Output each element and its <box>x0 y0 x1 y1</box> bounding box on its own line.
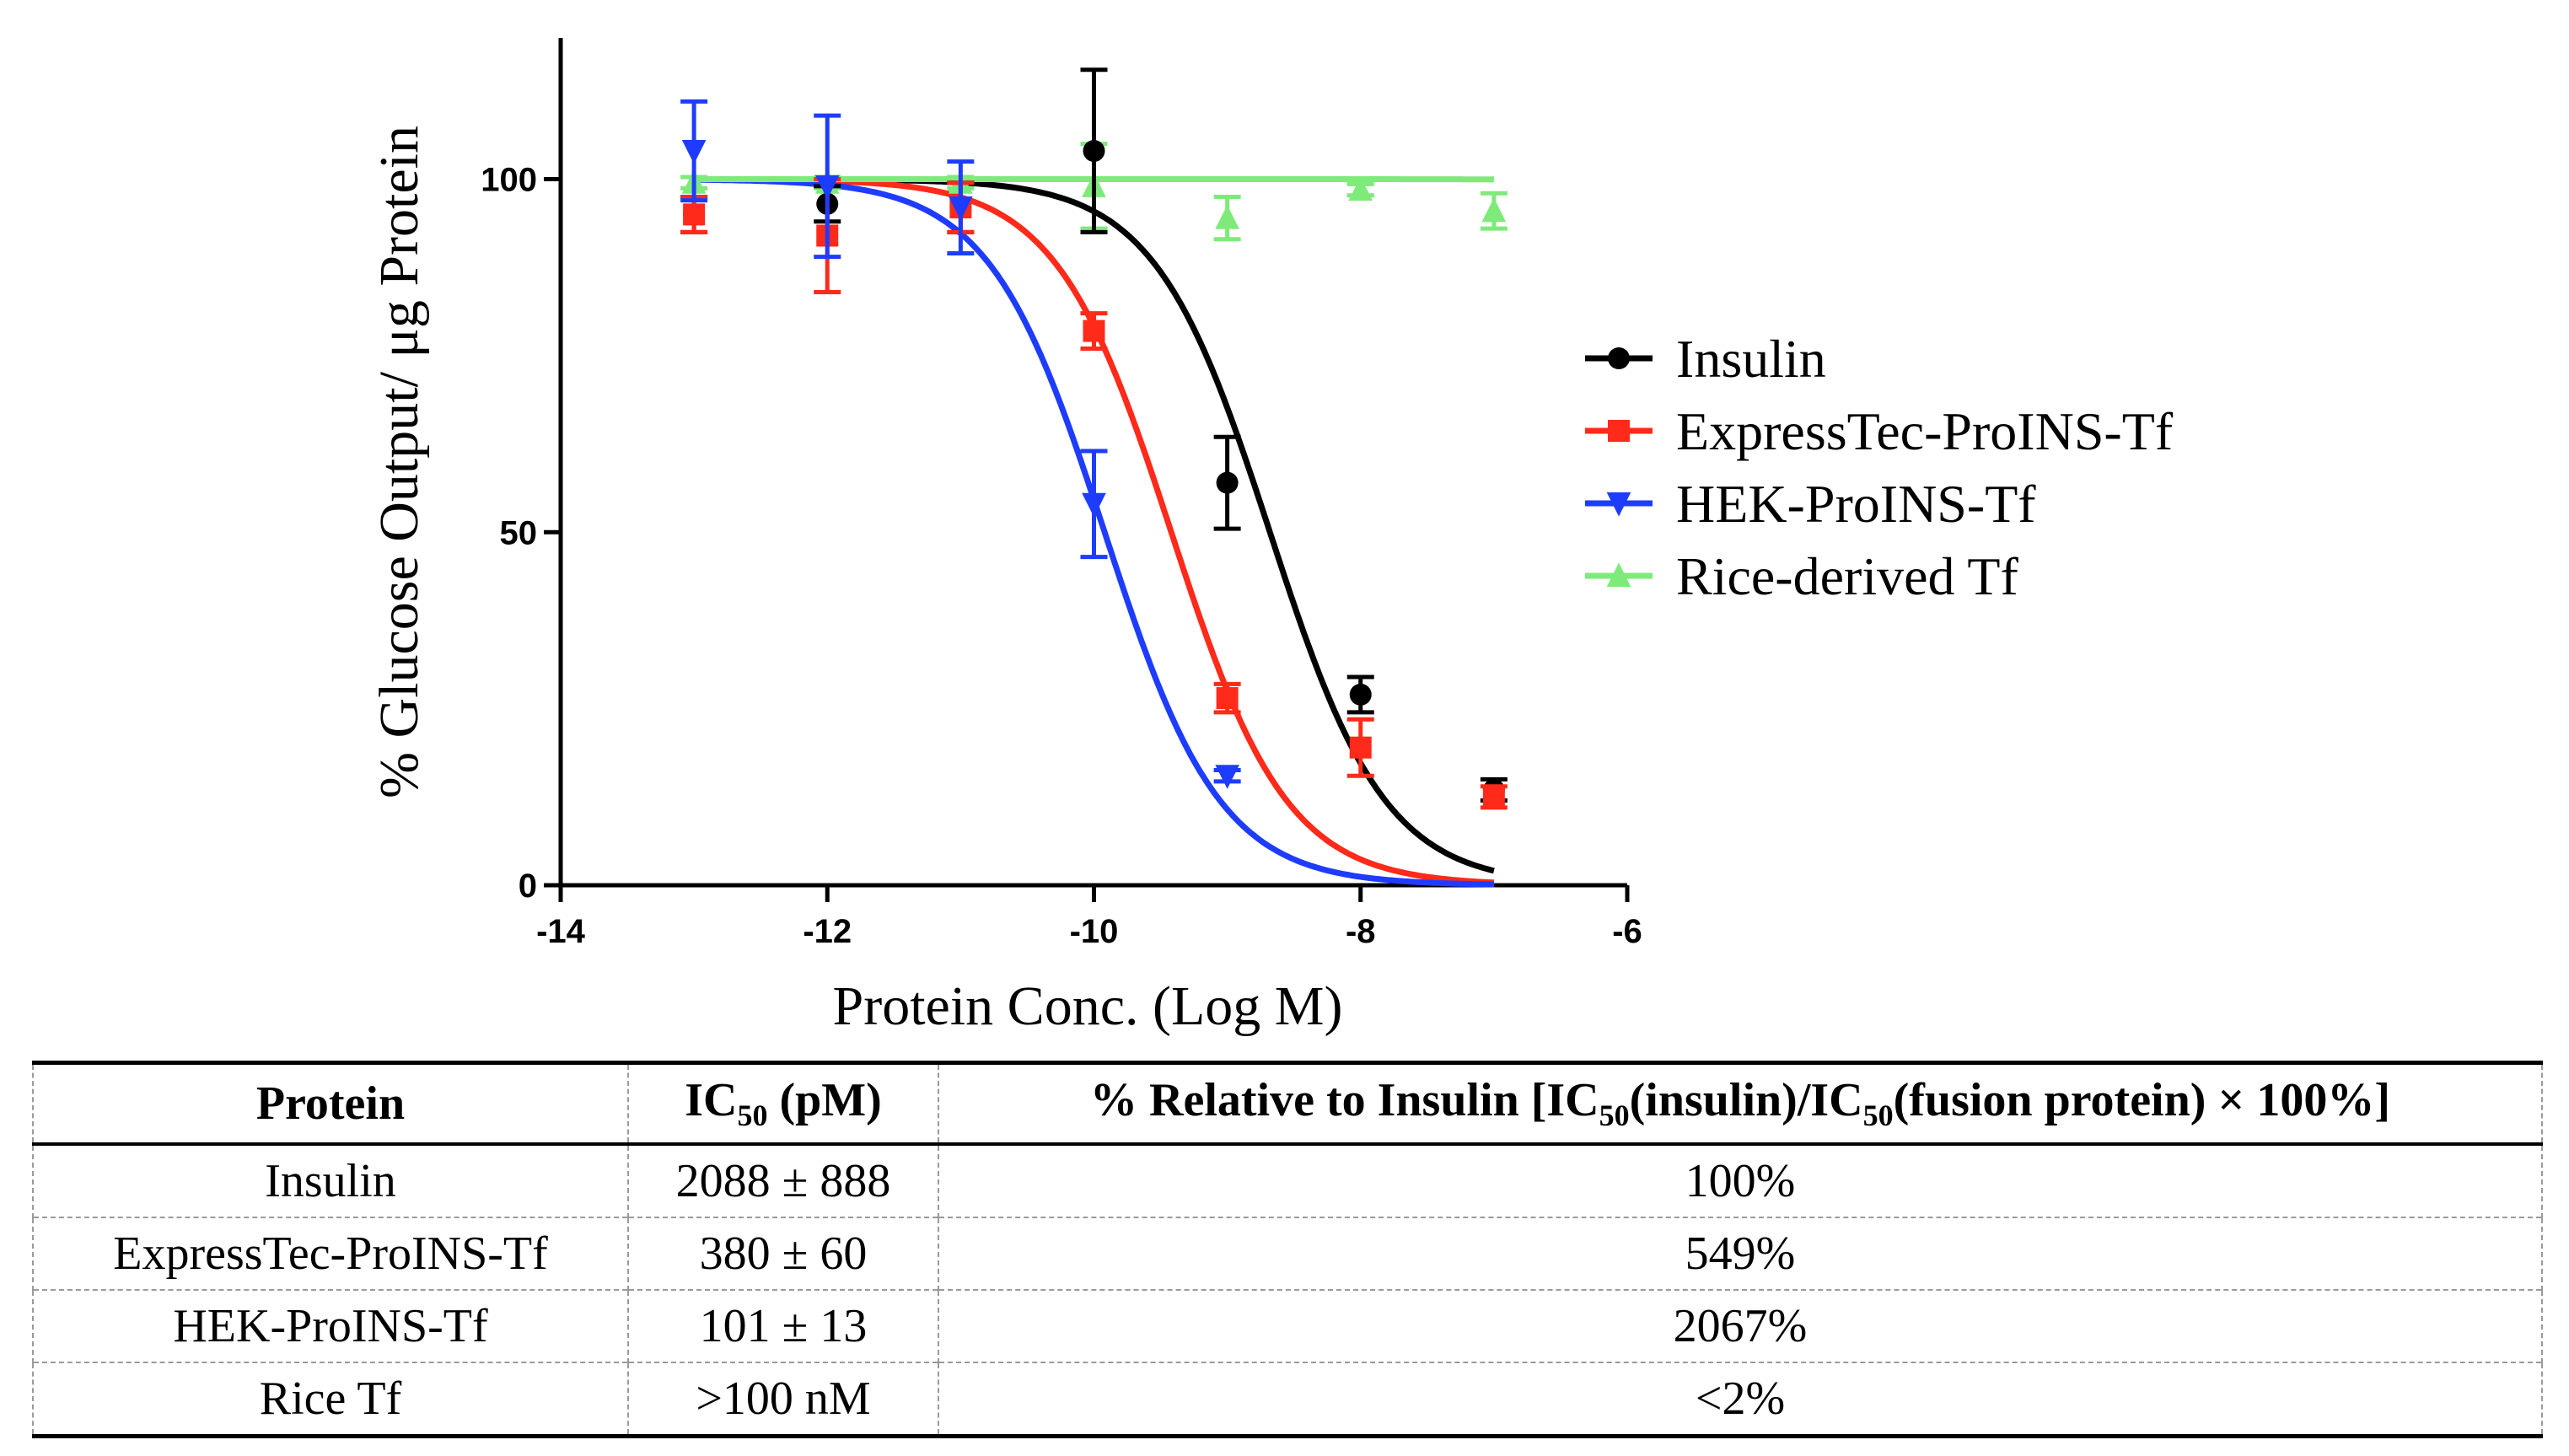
y-tick-label: 0 <box>519 868 537 905</box>
ic50-table-container: Protein IC50 (pM) % Relative to Insulin … <box>32 1061 2543 1438</box>
legend-label: ExpressTec-ProINS-Tf <box>1676 401 2174 461</box>
x-tick-label: -12 <box>803 913 852 950</box>
y-tick-label: 50 <box>500 514 538 551</box>
legend-label: Insulin <box>1676 329 1826 389</box>
cell-ic50: >100 nM <box>627 1362 939 1438</box>
cell-protein: Insulin <box>32 1142 629 1217</box>
data-point <box>1349 736 1372 759</box>
header-ic50: IC50 (pM) <box>627 1061 939 1144</box>
legend-marker <box>1608 420 1630 442</box>
cell-relative: 100% <box>938 1142 2543 1217</box>
legend-marker <box>1608 347 1630 369</box>
data-point <box>681 140 707 164</box>
data-point <box>1215 765 1239 789</box>
table-row: HEK-ProINS-Tf 101 ± 13 2067% <box>32 1289 2543 1362</box>
x-axis-title: Protein Conc. (Log M) <box>833 975 1343 1037</box>
data-point <box>1482 786 1505 809</box>
x-tick-label: -8 <box>1346 913 1376 950</box>
cell-relative: 2067% <box>938 1289 2543 1362</box>
cell-protein: HEK-ProINS-Tf <box>32 1289 629 1362</box>
cell-ic50: 380 ± 60 <box>627 1217 939 1290</box>
x-tick-label: -14 <box>536 913 586 950</box>
data-point <box>1082 492 1106 518</box>
cell-protein: ExpressTec-ProINS-Tf <box>32 1217 629 1290</box>
header-relative: % Relative to Insulin [IC50(insulin)/IC5… <box>938 1061 2543 1144</box>
cell-protein: Rice Tf <box>32 1362 629 1438</box>
legend-label: HEK-ProINS-Tf <box>1676 474 2036 534</box>
dose-response-chart: -14 -12 -10 -8 -6 0 50 100 Protein Conc. (Log M… <box>368 38 2174 1037</box>
data-point <box>1216 471 1239 494</box>
header-protein: Protein <box>32 1061 629 1144</box>
cell-relative: 549% <box>938 1217 2543 1290</box>
table-header-row: Protein IC50 (pM) % Relative to Insulin … <box>32 1061 2543 1144</box>
data-point <box>1215 204 1239 229</box>
table-row: ExpressTec-ProINS-Tf 380 ± 60 549% <box>32 1217 2543 1290</box>
data-point <box>814 175 840 200</box>
x-tick-label: -6 <box>1612 913 1642 950</box>
data-points <box>680 67 1508 810</box>
data-point <box>1083 320 1105 342</box>
data-point <box>949 196 973 221</box>
legend-marker <box>1606 562 1631 587</box>
plot-axes: -14 -12 -10 -8 -6 0 50 100 <box>481 38 1642 950</box>
data-point <box>683 203 706 226</box>
y-axis-title: % Glucose Output/ μg Protein <box>368 126 430 798</box>
cell-ic50: 2088 ± 888 <box>627 1142 939 1217</box>
legend-marker <box>1606 492 1631 517</box>
table-row: Insulin 2088 ± 888 100% <box>32 1142 2543 1217</box>
ic50-table: Protein IC50 (pM) % Relative to Insulin … <box>32 1061 2543 1438</box>
table-row: Rice Tf >100 nM <2% <box>32 1362 2543 1438</box>
legend: Insulin ExpressTec-ProINS-Tf HEK-ProINS-Tf… <box>1585 329 2174 606</box>
cell-ic50: 101 ± 13 <box>627 1289 939 1362</box>
data-point <box>1348 176 1373 201</box>
legend-label: Rice-derived Tf <box>1676 546 2018 606</box>
x-tick-label: -10 <box>1070 913 1119 950</box>
cell-relative: <2% <box>938 1362 2543 1438</box>
data-point <box>1216 687 1239 710</box>
data-point <box>1349 683 1372 706</box>
data-point <box>1481 197 1507 223</box>
y-tick-label: 100 <box>481 162 537 199</box>
data-point <box>1083 140 1105 162</box>
